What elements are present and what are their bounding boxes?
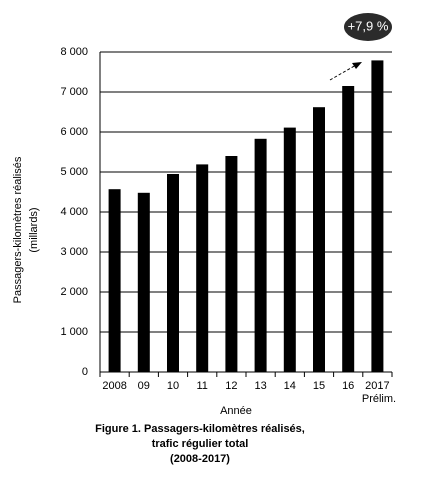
bar	[342, 86, 355, 372]
bar	[196, 164, 209, 372]
caption: Figure 1. Passagers-kilomètres réalisés,	[95, 423, 305, 435]
bar	[167, 174, 179, 372]
y-tick-label: 2 000	[60, 286, 88, 298]
y-tick-label: 3 000	[60, 246, 88, 258]
caption: (2008-2017)	[170, 453, 230, 465]
y-tick-label: 6 000	[60, 126, 88, 138]
annotation-badge	[344, 13, 392, 41]
y-tick-label: 5 000	[60, 166, 88, 178]
y-tick-label: 8 000	[60, 46, 88, 58]
annotation: Prélim.	[362, 393, 396, 405]
arrow-head	[352, 62, 362, 69]
y-tick-label: 7 000	[60, 86, 88, 98]
x-tick-label: 11	[196, 380, 207, 392]
x-tick-label: 15	[313, 380, 325, 392]
bar	[254, 138, 267, 372]
x-tick-label: 2008	[102, 380, 126, 392]
y-tick-label: 0	[82, 366, 88, 378]
bar	[313, 107, 325, 372]
y-axis-title: Passagers-kilomètres réalisés	[12, 156, 24, 303]
bar	[137, 192, 150, 372]
x-tick-label: 09	[138, 380, 150, 392]
y-axis-title: (millards)	[28, 207, 40, 252]
x-tick-label: 13	[254, 380, 266, 392]
bar	[283, 127, 296, 372]
arrow	[329, 64, 357, 81]
y-tick-label: 1 000	[60, 326, 88, 338]
bar	[225, 156, 238, 372]
x-tick-label: 16	[342, 380, 354, 392]
x-tick-label: 12	[225, 380, 237, 392]
x-tick-label: 14	[284, 380, 296, 392]
y-tick-label: 4 000	[60, 206, 88, 218]
bar	[371, 60, 384, 373]
x-axis-title: Année	[220, 405, 252, 417]
caption: trafic régulier total	[152, 438, 249, 450]
x-tick-label: 10	[167, 380, 179, 392]
annotation: +7,9 %	[348, 18, 389, 33]
x-tick-label: 2017	[365, 380, 389, 392]
bar	[108, 189, 121, 372]
